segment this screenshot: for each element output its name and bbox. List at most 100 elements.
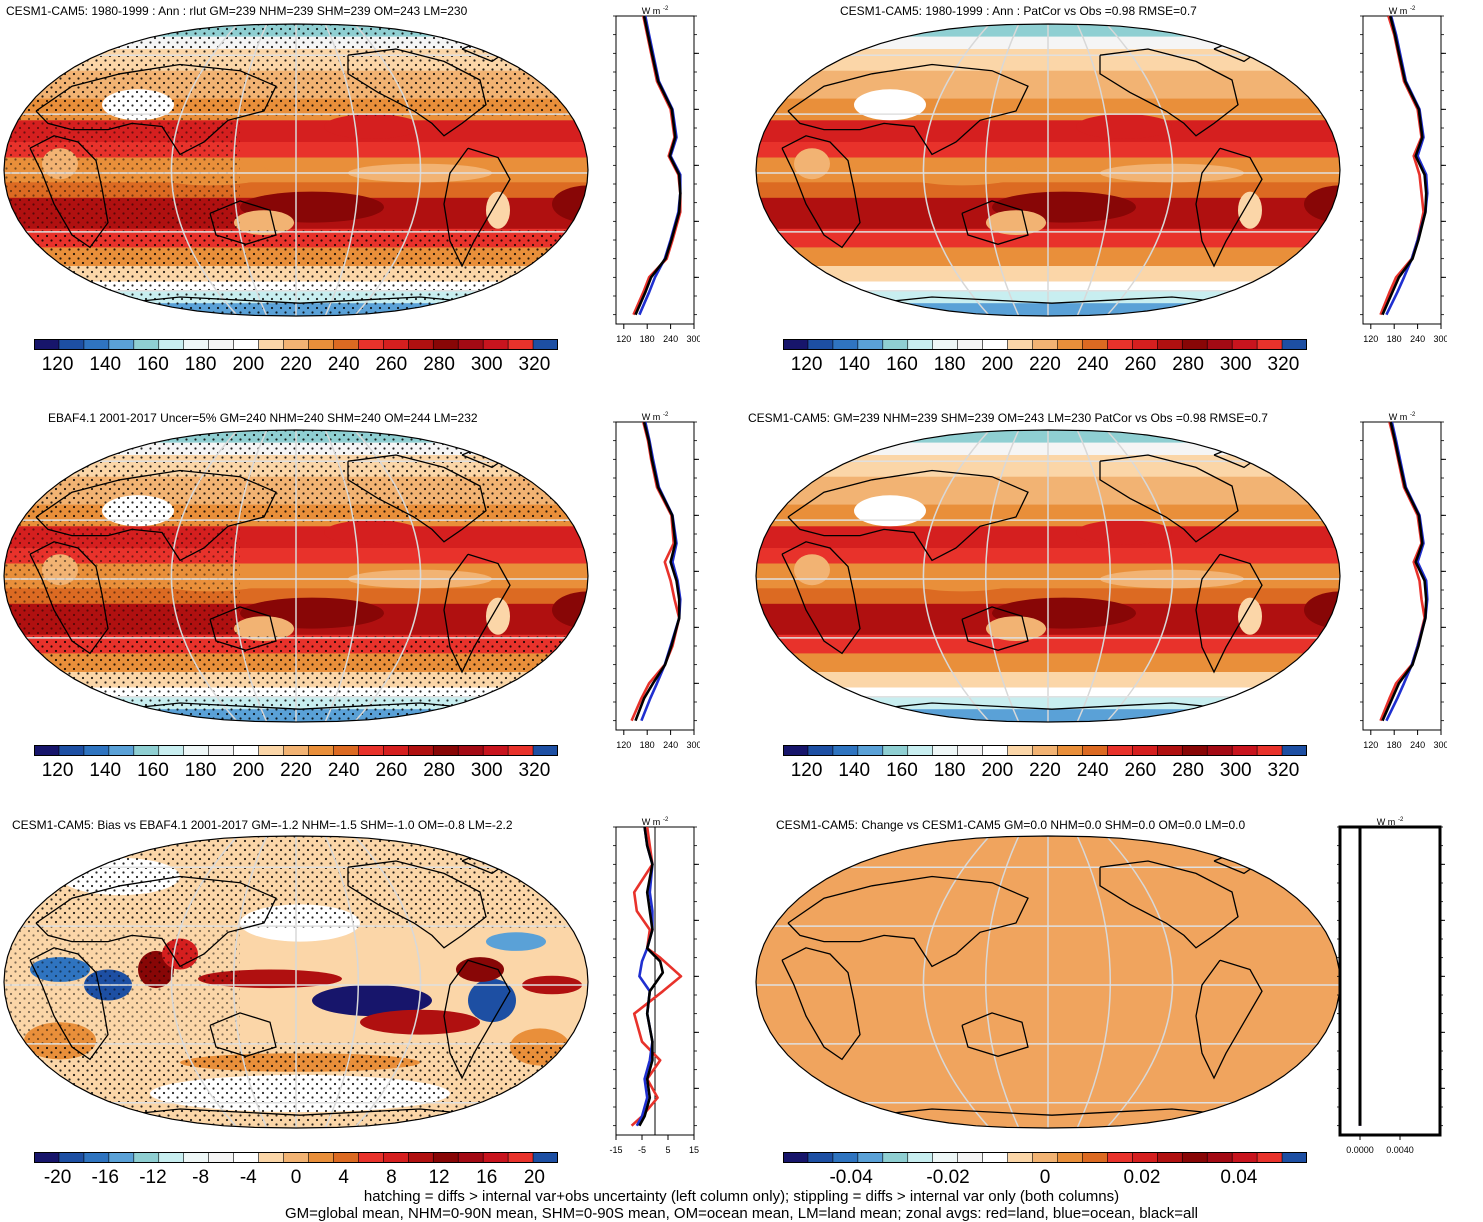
field-feature bbox=[1076, 114, 1172, 139]
x-tick-label: 240 bbox=[1410, 334, 1425, 344]
colorbar-tick-label: 140 bbox=[838, 760, 871, 781]
colorbar-swatch bbox=[233, 745, 260, 756]
colorbar-swatch bbox=[1182, 1152, 1208, 1163]
colorbar-tick-label: 12 bbox=[428, 1167, 450, 1188]
map-outline bbox=[755, 835, 1341, 1129]
colorbar-tick-label: 320 bbox=[1267, 760, 1300, 781]
profile-unit-sup: -2 bbox=[663, 6, 669, 12]
colorbar-swatch bbox=[807, 745, 834, 756]
colorbar-swatch bbox=[1107, 339, 1133, 350]
colorbar-tick-label: 120 bbox=[790, 354, 823, 375]
field-band bbox=[756, 526, 1340, 549]
field-band bbox=[756, 455, 1340, 478]
colorbar-tick-label: 240 bbox=[327, 354, 360, 375]
meridian bbox=[1076, 430, 1112, 722]
colorbar-swatch bbox=[857, 745, 884, 756]
map-outline bbox=[755, 429, 1341, 723]
field-band bbox=[4, 721, 588, 722]
colorbar-swatch bbox=[1282, 339, 1307, 350]
colorbar-swatch bbox=[208, 745, 235, 756]
colorbar-tick-label: 220 bbox=[280, 354, 312, 375]
colorbar-swatch bbox=[982, 1152, 1009, 1163]
colorbar-swatch bbox=[283, 1152, 309, 1163]
colorbar-swatch bbox=[83, 745, 110, 756]
colorbar-swatch bbox=[58, 745, 85, 756]
field-feature bbox=[986, 616, 1046, 641]
coastline bbox=[209, 1012, 277, 1057]
zonal-mean-profile: W m-260N30N030S60S120180240300 bbox=[1360, 6, 1447, 344]
coastline bbox=[443, 147, 511, 268]
colorbar-swatch bbox=[358, 745, 384, 756]
x-tick-label: 240 bbox=[663, 334, 678, 344]
x-tick-label: 300 bbox=[1433, 334, 1447, 344]
x-tick-label: 15 bbox=[689, 1145, 699, 1155]
map-field bbox=[756, 836, 1340, 1128]
colorbar-tick-label: 200 bbox=[232, 354, 265, 375]
colorbar-tick-label: 140 bbox=[838, 354, 871, 375]
colorbar-swatch bbox=[1182, 339, 1208, 350]
colorbar-swatch bbox=[957, 339, 984, 350]
colorbar-swatch bbox=[1007, 1152, 1034, 1163]
field-band bbox=[756, 24, 1340, 38]
colorbar bbox=[34, 339, 558, 350]
coastline bbox=[35, 63, 277, 156]
colorbar-tick-label: 300 bbox=[1219, 354, 1252, 375]
zonal-mean-profile: W m-260N30N030S60S120180240300 bbox=[1360, 412, 1447, 750]
meridian bbox=[1076, 836, 1112, 1128]
colorbar-swatch bbox=[34, 745, 60, 756]
colorbar-swatch bbox=[258, 1152, 285, 1163]
colorbar-swatch bbox=[483, 745, 509, 756]
colorbar-swatch bbox=[108, 1152, 135, 1163]
field-feature bbox=[986, 210, 1046, 236]
colorbar-swatch bbox=[533, 339, 558, 350]
colorbar-swatch bbox=[533, 745, 558, 756]
colorbar-swatch bbox=[1007, 745, 1034, 756]
colorbar-swatch bbox=[832, 1152, 859, 1163]
profile-unit-sup: -2 bbox=[663, 412, 669, 418]
colorbar-tick-label: 300 bbox=[470, 760, 503, 781]
colorbar-swatch bbox=[533, 1152, 558, 1163]
colorbar-tick-label: 200 bbox=[232, 760, 265, 781]
colorbar-swatch bbox=[433, 745, 459, 756]
colorbar-tick-label: 220 bbox=[1029, 760, 1061, 781]
colorbar-tick-label: 140 bbox=[89, 760, 122, 781]
field-band bbox=[756, 672, 1340, 688]
profile-unit: W m bbox=[642, 6, 661, 16]
colorbar-tick-label: 180 bbox=[933, 354, 966, 375]
colorbar bbox=[34, 1152, 558, 1163]
meridian bbox=[1105, 836, 1174, 1128]
colorbar-swatch bbox=[508, 339, 534, 350]
colorbar-tick-label: -12 bbox=[139, 1167, 167, 1188]
x-tick-label: -5 bbox=[638, 1145, 646, 1155]
colorbar-swatch bbox=[1207, 745, 1233, 756]
field-band bbox=[756, 442, 1340, 456]
colorbar-swatch bbox=[208, 339, 235, 350]
x-tick-label: 240 bbox=[1410, 740, 1425, 750]
meridian bbox=[1076, 24, 1112, 316]
x-tick-label: 300 bbox=[1433, 740, 1447, 750]
colorbar-tick-label: 180 bbox=[184, 354, 217, 375]
coastline bbox=[781, 541, 861, 655]
zonal-mean-profile: W m-260N30N030S60S120180240300 bbox=[613, 412, 700, 750]
colorbar-swatch bbox=[1232, 745, 1258, 756]
colorbar-swatch bbox=[208, 1152, 235, 1163]
coastline bbox=[961, 200, 1029, 245]
colorbar-tick-label: 220 bbox=[280, 760, 312, 781]
profile-unit-sup: -2 bbox=[1410, 412, 1416, 418]
colorbar-tick-label: 320 bbox=[1267, 354, 1300, 375]
colorbar-tick-label: -16 bbox=[91, 1167, 119, 1188]
meridian bbox=[170, 430, 239, 722]
meridian bbox=[324, 430, 360, 722]
profile-unit-sup: -2 bbox=[1410, 6, 1416, 12]
meridian bbox=[984, 836, 1020, 1128]
colorbar-swatch bbox=[1232, 1152, 1258, 1163]
colorbar-swatch bbox=[1082, 339, 1108, 350]
coastline bbox=[443, 959, 511, 1080]
colorbar-tick-label: 240 bbox=[1076, 354, 1109, 375]
colorbar-swatch bbox=[183, 745, 210, 756]
colorbar-swatch bbox=[783, 745, 809, 756]
colorbar-swatch bbox=[982, 745, 1009, 756]
meridian bbox=[232, 836, 268, 1128]
colorbar-tick-label: 300 bbox=[470, 354, 503, 375]
x-tick-label: 120 bbox=[1363, 334, 1378, 344]
